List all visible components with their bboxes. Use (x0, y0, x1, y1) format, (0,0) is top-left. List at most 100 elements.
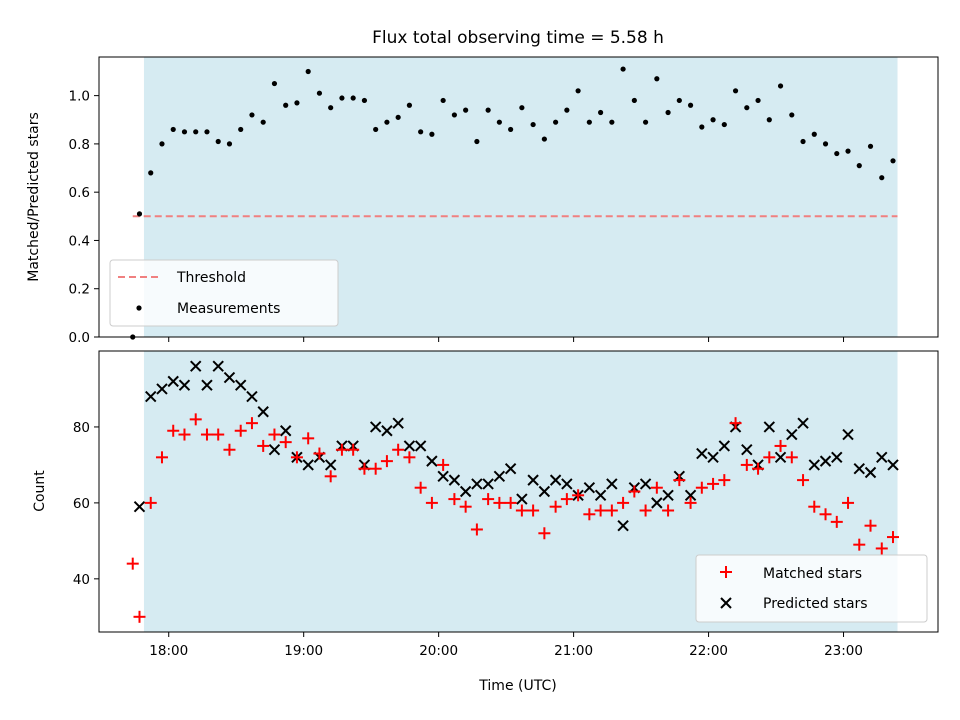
predicted-star-point (504, 463, 517, 475)
matched-star-point (515, 504, 528, 517)
x-tick-label: 23:00 (824, 643, 863, 659)
predicted-star-point (223, 371, 236, 384)
measurement-point (193, 129, 199, 135)
measurement-point (890, 158, 896, 164)
matched-star-point (695, 481, 708, 494)
measurement-point (811, 131, 817, 137)
matched-star-point (369, 462, 382, 475)
x-tick-label: 19:00 (284, 643, 323, 659)
matched-star-point (740, 458, 753, 471)
y-tick-label: 0.8 (69, 137, 90, 153)
x-axis-label: Time (UTC) (478, 678, 556, 694)
matched-star-point (594, 504, 607, 517)
measurement-point (732, 88, 739, 94)
predicted-star-point (426, 455, 438, 467)
measurement-point (148, 170, 154, 176)
y-tick-label: 0.6 (69, 185, 90, 201)
matched-star-point (887, 531, 900, 544)
predicted-star-point (324, 459, 337, 471)
measurement-point (665, 109, 671, 116)
matched-star-point (504, 496, 517, 509)
measurement-point (283, 102, 289, 108)
matched-star-point (200, 428, 213, 441)
matched-star-point (774, 439, 787, 452)
measurement-point (215, 138, 221, 145)
measurement-point (642, 119, 649, 125)
measurement-point (710, 117, 716, 123)
predicted-star-point (448, 474, 461, 486)
predicted-star-point (302, 459, 314, 471)
bottom-plot-area (126, 360, 900, 623)
legend-matched-label: Matched stars (763, 566, 862, 582)
predicted-star-point (538, 485, 551, 498)
predicted-star-point (167, 375, 179, 388)
predicted-star-point (763, 421, 776, 433)
matched-star-point (234, 424, 247, 437)
predicted-star-point (437, 470, 449, 483)
top-legend-frame (109, 259, 339, 327)
chart-title: Flux total observing time = 5.58 h (372, 28, 664, 48)
matched-star-point (313, 447, 326, 460)
matched-star-point (144, 496, 157, 509)
measurement-point (564, 107, 570, 113)
predicted-star-point (145, 390, 157, 403)
measurement-point (620, 66, 626, 72)
bottom-axes-frame (98, 350, 939, 633)
bottom-panel: 40 60 80 18:00 19:00 20:00 21:00 22:00 23:00 Co… (32, 350, 939, 694)
predicted-star-point (246, 390, 258, 403)
measurement-point (687, 102, 694, 108)
matched-star-point (842, 496, 855, 509)
matched-star-point (560, 493, 573, 506)
matched-star-point (684, 496, 697, 509)
measurement-point (800, 138, 806, 145)
y-tick-label: 60 (73, 496, 90, 512)
predicted-star-point (594, 489, 607, 502)
y-tick-label: 0.4 (69, 233, 90, 249)
predicted-star-point (190, 360, 202, 372)
predicted-star-point (842, 428, 854, 441)
predicted-star-point (718, 440, 731, 452)
measurement-point (575, 88, 581, 94)
matched-star-point (392, 443, 405, 456)
measurement-point (586, 119, 592, 125)
measurement-point (845, 148, 851, 154)
matched-star-point (864, 519, 877, 532)
measurement-point (204, 129, 210, 135)
measurement-point (856, 163, 862, 169)
measurement-point (879, 175, 885, 181)
matched-star-point (482, 493, 495, 506)
matched-star-point (414, 481, 427, 494)
measurement-point (721, 121, 727, 128)
predicted-star-point (392, 417, 404, 429)
matched-star-point (268, 428, 281, 441)
y-tick-label: 0.2 (69, 282, 90, 298)
matched-star-point (324, 470, 337, 483)
top-y-axis: 0.0 0.2 0.4 0.6 0.8 1.0 (69, 89, 99, 346)
measurement-point (530, 121, 536, 128)
matched-star-point (459, 500, 472, 513)
predicted-star-point (741, 444, 753, 456)
matched-star-point (347, 443, 360, 456)
measurement-point (822, 141, 829, 147)
measurement-point (631, 97, 637, 104)
matched-star-point (785, 451, 798, 464)
predicted-star-point (853, 463, 865, 475)
predicted-star-point (549, 474, 562, 486)
measurement-point (519, 105, 525, 111)
measurement-point (260, 119, 266, 125)
measurement-point (305, 68, 311, 75)
measurement-point (418, 129, 424, 135)
x-tick-label: 22:00 (689, 643, 728, 659)
predicted-star-point (201, 379, 213, 391)
measurement-point (755, 97, 761, 104)
measurement-point (170, 126, 176, 133)
matched-star-point (302, 432, 315, 445)
matched-star-point (639, 504, 652, 517)
measurement-point (395, 114, 401, 120)
top-y-axis-label: Matched/Predicted stars (26, 112, 42, 282)
predicted-star-point (819, 455, 832, 467)
predicted-star-point (561, 478, 573, 490)
matched-star-point (178, 428, 191, 441)
measurement-point (541, 136, 547, 142)
